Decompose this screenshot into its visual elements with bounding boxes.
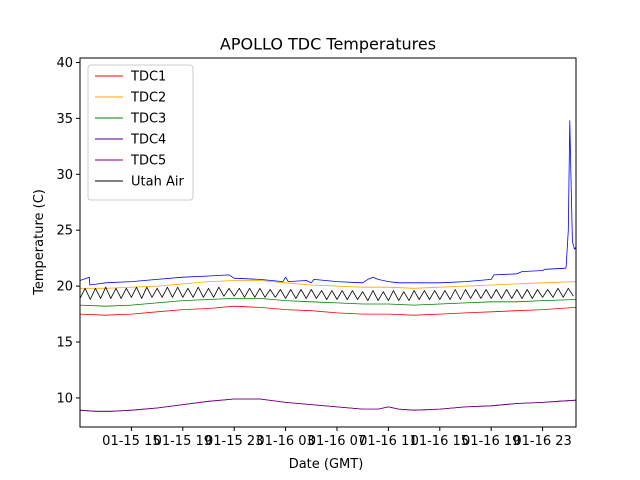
series-line-utah-air bbox=[79, 286, 574, 302]
legend-entry: TDC2 bbox=[130, 91, 166, 106]
x-tick-label: 01-16 03 bbox=[256, 434, 314, 449]
x-tick-label: 01-15 15 bbox=[102, 434, 160, 449]
legend-entry: TDC3 bbox=[130, 112, 166, 127]
series-line-tdc1 bbox=[79, 305, 577, 316]
y-tick-label: 35 bbox=[56, 112, 73, 127]
x-tick-label: 01-15 19 bbox=[154, 434, 212, 449]
y-tick-label: 30 bbox=[56, 168, 73, 183]
y-tick-label: 40 bbox=[56, 56, 73, 71]
x-tick-label: 01-16 23 bbox=[513, 434, 571, 449]
x-tick-label: 01-16 19 bbox=[462, 434, 520, 449]
series-line-blue bbox=[79, 120, 577, 286]
x-tick-label: 01-16 11 bbox=[359, 434, 417, 449]
x-tick-label: 01-16 15 bbox=[411, 434, 469, 449]
y-tick-label: 10 bbox=[56, 391, 73, 406]
x-axis-label: Date (GMT) bbox=[289, 457, 364, 472]
series-line-tdc3 bbox=[79, 297, 577, 307]
legend-entry: TDC4 bbox=[130, 133, 166, 148]
y-tick-label: 15 bbox=[56, 336, 73, 351]
series-line-tdc2 bbox=[80, 280, 577, 289]
legend-entry: Utah Air bbox=[131, 175, 184, 190]
legend-entry: TDC5 bbox=[130, 154, 166, 169]
y-tick-label: 20 bbox=[56, 280, 73, 295]
y-tick-label: 25 bbox=[56, 224, 73, 239]
legend-entry: TDC1 bbox=[130, 70, 166, 85]
x-tick-label: 01-15 23 bbox=[205, 434, 263, 449]
chart-title: APOLLO TDC Temperatures bbox=[220, 35, 436, 54]
y-axis-label: Temperature (C) bbox=[32, 189, 47, 296]
series-line-tdc5 bbox=[79, 398, 577, 412]
axes-frame bbox=[79, 57, 577, 428]
legend-box bbox=[87, 64, 194, 201]
x-tick-label: 01-16 07 bbox=[308, 434, 366, 449]
